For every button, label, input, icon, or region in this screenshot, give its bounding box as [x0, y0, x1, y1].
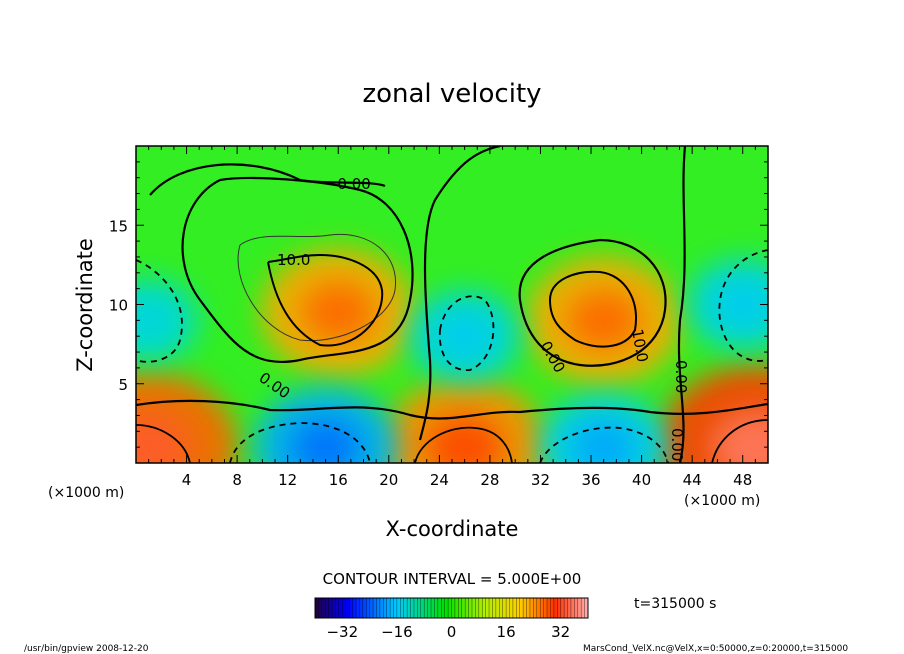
field-core-7: [439, 315, 491, 358]
contour-label-0: -0.00: [332, 175, 371, 193]
time-label: t=315000 s: [634, 596, 716, 612]
x-axis: 4 8 12 16 20 24 28 32 36 40 44 48: [135, 146, 769, 489]
contour-bottom-neg-right: [539, 426, 669, 463]
colorbar-tick-label: 32: [551, 623, 570, 641]
field-core-8: [136, 301, 172, 340]
contour-neg-right: [718, 249, 768, 362]
x-tick-label: 20: [379, 471, 398, 489]
x-tick-label: 12: [278, 471, 297, 489]
contour-zero-vertical-right: [677, 146, 687, 463]
footer-left: /usr/bin/gpview 2008-12-20: [24, 644, 149, 654]
contour-label-5: 0.00: [672, 360, 690, 393]
y-axis-label: Z-coordinate: [73, 238, 97, 372]
contour-bottom-pos-left: [136, 424, 191, 463]
x-tick-label: 48: [733, 471, 752, 489]
x-tick-label: 40: [632, 471, 651, 489]
contour-label-4: 10.0: [628, 328, 652, 364]
contour-neg-mid: [438, 295, 495, 371]
colorbar-tick-label: −16: [381, 623, 413, 641]
x-tick-label: 36: [581, 471, 600, 489]
field-core-9: [717, 283, 768, 326]
contour-neg-left: [136, 259, 183, 363]
x-tick-label: 8: [232, 471, 242, 489]
contour-zero-jet-left: [181, 176, 414, 363]
field-core-2: [136, 413, 190, 463]
contour-5-jet-left: [237, 233, 397, 342]
field-core-0: [303, 283, 374, 342]
contour-zero-left: [149, 163, 386, 196]
colorbar-stripes: [318, 598, 585, 618]
x-unit-left: (×1000 m): [48, 485, 124, 501]
x-unit-right: (×1000 m): [684, 493, 760, 509]
contour-label-1: 10.0: [277, 251, 310, 269]
contour-10-jet-left: [267, 253, 384, 347]
y-tick-label: 10: [109, 297, 128, 315]
field-core-6: [574, 423, 633, 463]
x-axis-label: X-coordinate: [386, 517, 519, 541]
x-tick-label: 4: [182, 471, 192, 489]
colorbar-tick-label: 16: [497, 623, 516, 641]
x-tick-label: 24: [430, 471, 449, 489]
contour-label-6: 0.00: [668, 428, 686, 461]
x-tick-label: 32: [531, 471, 550, 489]
colorbar: −32 −16 0 16 32: [314, 597, 589, 641]
contour-bottom-pos-mid: [414, 426, 513, 463]
x-tick-label: 44: [683, 471, 702, 489]
x-tick-label: 16: [329, 471, 348, 489]
contour-zero-jet-right: [518, 238, 667, 367]
contour-bottom-pos-right: [711, 419, 768, 463]
field-core-3: [427, 416, 503, 463]
colorbar-ticks: −32 −16 0 16 32: [326, 623, 570, 641]
y-axis: 5 10 15: [109, 145, 768, 464]
chart-title: zonal velocity: [362, 79, 541, 109]
colorbar-tick-label: −32: [326, 623, 358, 641]
y-tick-label: 5: [118, 376, 128, 394]
colorbar-tick-label: 0: [447, 623, 457, 641]
field-core-1: [568, 291, 639, 350]
field-core-4: [710, 410, 768, 463]
contour-lines: [136, 146, 768, 463]
contour-interval: CONTOUR INTERVAL = 5.000E+00: [323, 570, 582, 588]
y-tick-label: 15: [109, 217, 128, 235]
footer-right: MarsCond_VelX.nc@VelX,x=0:50000,z=0:2000…: [583, 644, 848, 654]
x-tick-label: 28: [480, 471, 499, 489]
contour-bottom-boundary: [136, 399, 768, 420]
field-core-5: [292, 420, 359, 463]
contour-10-jet-right: [549, 270, 637, 348]
